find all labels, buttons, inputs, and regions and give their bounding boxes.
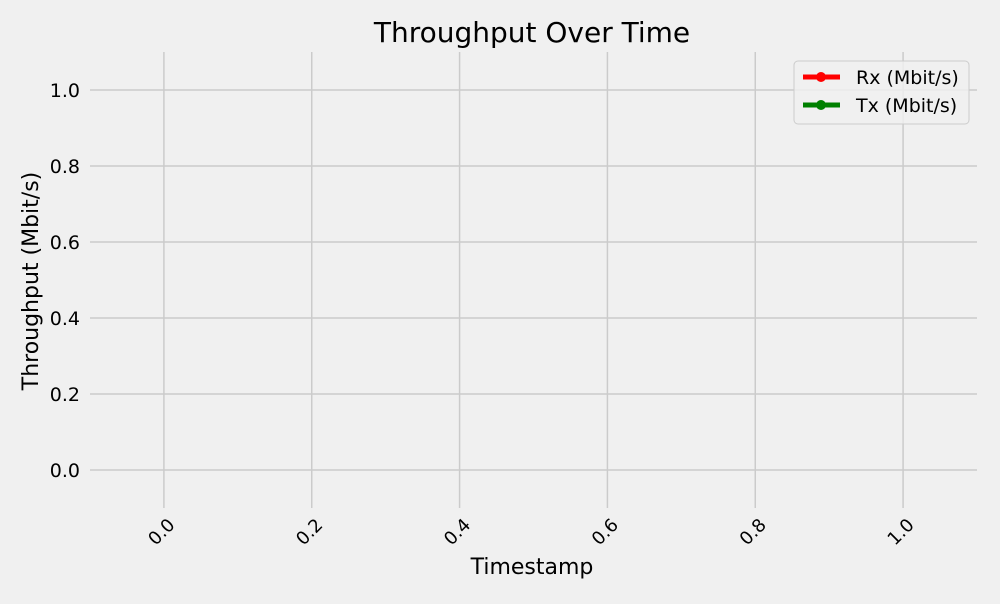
- legend-rx-label: Rx (Mbit/s): [856, 67, 959, 89]
- chart-title: Throughput Over Time: [373, 16, 690, 49]
- legend-rx-marker: [816, 72, 826, 82]
- legend-entry-rx: Rx (Mbit/s): [803, 67, 959, 89]
- x-axis-label: Timestamp: [470, 555, 594, 580]
- y-tick-label: 0.2: [50, 384, 80, 406]
- legend: Rx (Mbit/s) Tx (Mbit/s): [793, 60, 970, 125]
- legend-tx-label: Tx (Mbit/s): [855, 95, 957, 117]
- legend-entry-tx: Tx (Mbit/s): [803, 95, 957, 117]
- y-axis-label: Throughput (Mbit/s): [19, 172, 44, 392]
- y-tick-label: 0.6: [50, 232, 80, 254]
- legend-tx-marker: [816, 100, 826, 110]
- y-tick-label: 0.0: [50, 460, 80, 482]
- y-tick-label: 0.8: [50, 156, 80, 178]
- grid-lines: [90, 52, 977, 508]
- y-tick-label: 0.4: [50, 308, 80, 330]
- y-tick-label: 1.0: [50, 80, 80, 102]
- y-tick-labels: 0.0 0.2 0.4 0.6 0.8 1.0: [50, 80, 80, 482]
